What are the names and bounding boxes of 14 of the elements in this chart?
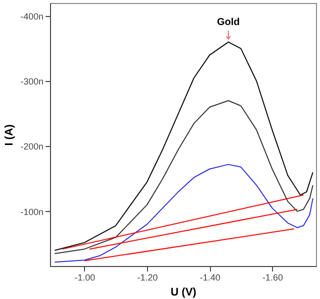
y-tick-label: -200n <box>20 142 44 152</box>
x-tick-label: -1.20 <box>137 272 158 282</box>
line-series <box>54 100 314 254</box>
x-tick-label: -1.60 <box>262 272 283 282</box>
x-tick-label: -1.40 <box>200 272 220 282</box>
y-tick-label: -300n <box>20 76 44 87</box>
x-axis-title: U (V) <box>170 286 197 298</box>
annotation: Gold <box>216 17 240 28</box>
y-tick-label: -100n <box>20 206 44 217</box>
y-axis-title: I (A) <box>3 124 16 146</box>
y-tick-label: -400n <box>20 12 44 22</box>
line-series <box>54 42 314 251</box>
line-series <box>54 164 314 263</box>
x-tick-label: -1.00 <box>74 272 96 282</box>
